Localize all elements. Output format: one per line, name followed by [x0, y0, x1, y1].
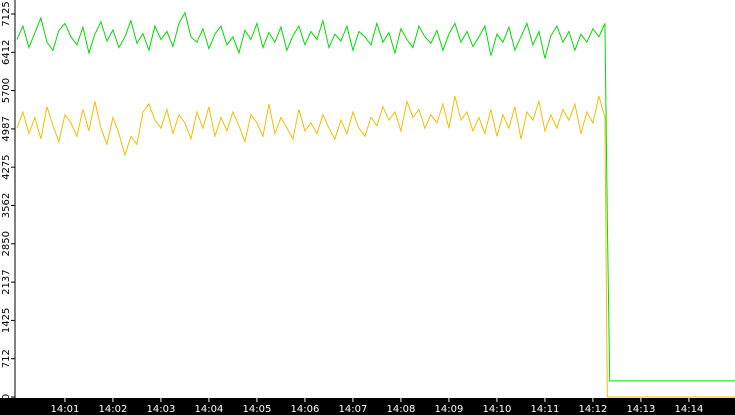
x-tick-label: 14:05: [243, 404, 272, 415]
x-tick-label: 14:07: [339, 404, 368, 415]
y-tick-label: 7125: [1, 1, 12, 26]
y-tick-label: 2850: [1, 231, 12, 256]
y-tick-label: 0: [1, 394, 12, 400]
x-axis-bar: [0, 398, 735, 415]
x-tick-label: 14:01: [51, 404, 80, 415]
x-tick-label: 14:14: [675, 404, 704, 415]
x-tick-label: 14:02: [99, 404, 128, 415]
y-tick-label: 6412: [1, 40, 12, 65]
x-tick-label: 14:10: [483, 404, 512, 415]
series-line: [16, 11, 735, 382]
y-tick-label: 3562: [1, 193, 12, 218]
x-tick-label: 14:06: [291, 404, 320, 415]
x-tick-label: 14:03: [147, 404, 176, 415]
x-tick-label: 14:11: [531, 404, 560, 415]
y-tick-label: 2137: [1, 269, 12, 294]
y-tick-label: 712: [1, 349, 12, 368]
y-tick-label: 4275: [1, 154, 12, 179]
x-tick-label: 14:09: [435, 404, 464, 415]
y-tick-label: 4987: [1, 116, 12, 141]
y-tick-label: 5700: [1, 78, 12, 103]
x-tick-label: 14:08: [387, 404, 416, 415]
x-tick-label: 14:04: [195, 404, 224, 415]
x-tick-label: 14:12: [579, 404, 608, 415]
series-line: [16, 95, 735, 398]
y-tick-label: 1425: [1, 308, 12, 333]
x-tick-label: 14:13: [627, 404, 656, 415]
